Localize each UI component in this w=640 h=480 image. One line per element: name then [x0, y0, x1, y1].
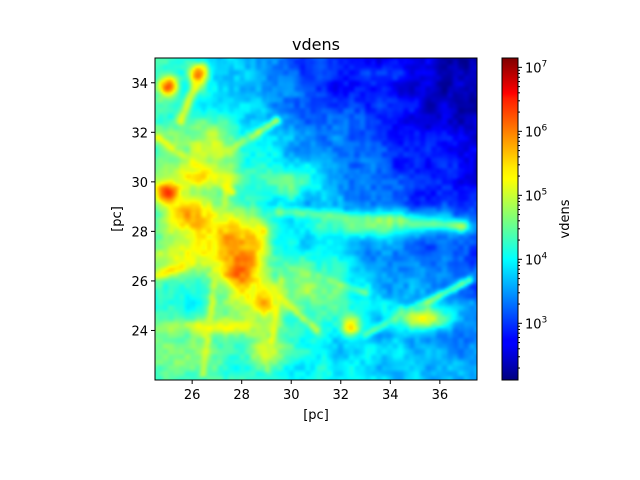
- y-axis-label: [pc]: [110, 206, 125, 232]
- x-tick-label: 26: [184, 388, 201, 403]
- x-tick-label: 36: [432, 388, 449, 403]
- x-axis: 26 28 30 32 34 36: [184, 380, 448, 403]
- y-tick-label: 28: [131, 225, 148, 240]
- y-tick-label: 26: [131, 275, 148, 290]
- x-tick-label: 34: [382, 388, 399, 403]
- colorbar-tick-label: 107: [525, 59, 547, 76]
- x-tick-label: 30: [283, 388, 300, 403]
- heatmap-image: [155, 58, 477, 380]
- x-axis-label: [pc]: [303, 408, 329, 423]
- y-tick-label: 32: [131, 126, 148, 141]
- colorbar-ticks: 103 104 105 106 107: [518, 59, 548, 369]
- colorbar: 103 104 105 106 107 vdens: [501, 57, 573, 381]
- colorbar-gradient: [501, 57, 519, 381]
- y-tick-label: 24: [131, 324, 148, 339]
- colorbar-tick-label: 104: [525, 251, 548, 268]
- colorbar-tick-label: 106: [525, 123, 548, 140]
- colorbar-tick-label: 103: [525, 315, 547, 332]
- y-tick-label: 30: [131, 176, 148, 191]
- heatmap-plot-area: [154, 57, 478, 381]
- y-tick-label: 34: [131, 77, 148, 92]
- x-tick-label: 32: [332, 388, 349, 403]
- colorbar-label: vdens: [558, 199, 573, 238]
- colorbar-tick-label: 105: [525, 187, 547, 204]
- x-tick-label: 28: [233, 388, 250, 403]
- chart-title: vdens: [292, 35, 340, 54]
- y-axis: 24 26 28 30 32 34: [131, 77, 155, 339]
- plot-frame: [154, 57, 478, 381]
